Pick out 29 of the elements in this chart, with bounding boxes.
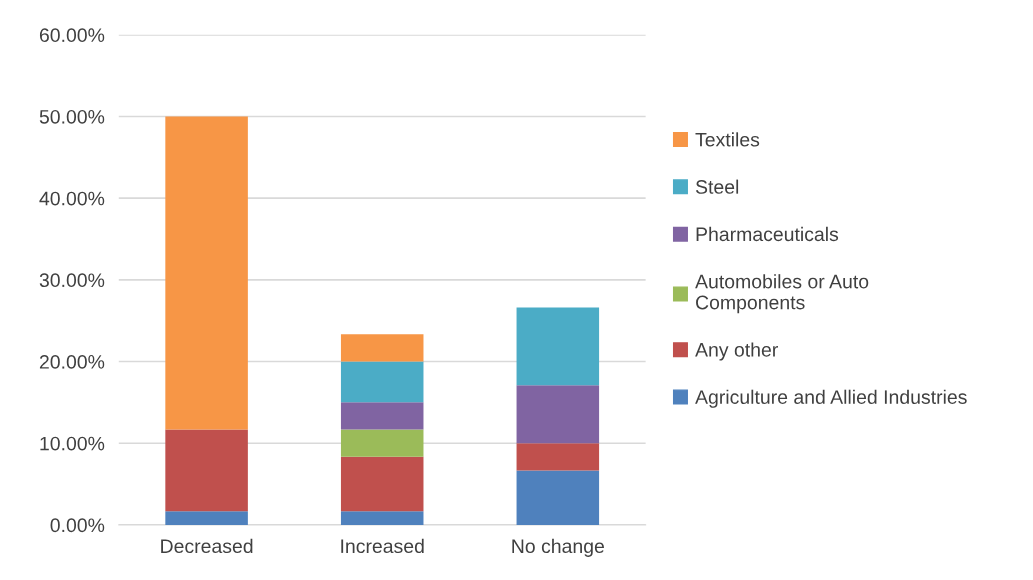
x-tick-label: Increased bbox=[341, 538, 424, 554]
y-tick-label: 10.00% bbox=[40, 436, 105, 451]
bar bbox=[165, 511, 248, 525]
legend-label: Textiles bbox=[695, 132, 760, 147]
bar bbox=[516, 307, 600, 386]
legend-label: Automobiles or Auto Components bbox=[695, 274, 869, 314]
y-tick-label: 60.00% bbox=[39, 28, 105, 43]
x-tick-label: Decreased bbox=[161, 538, 253, 554]
bar bbox=[516, 443, 600, 471]
y-tick-label: 40.00% bbox=[39, 191, 105, 206]
bar bbox=[340, 511, 424, 525]
legend-label: Any other bbox=[695, 342, 778, 361]
bar bbox=[165, 116, 248, 430]
bar bbox=[340, 334, 424, 362]
legend-label: Agriculture and Allied Industries bbox=[695, 389, 967, 408]
bar bbox=[516, 470, 600, 525]
y-tick-label: 30.00% bbox=[39, 273, 105, 288]
bar bbox=[165, 429, 248, 512]
bar bbox=[340, 361, 424, 403]
bar bbox=[340, 456, 424, 512]
legend-label: Pharmaceuticals bbox=[696, 226, 839, 242]
bar bbox=[340, 402, 424, 430]
bar bbox=[516, 385, 600, 444]
x-tick-label: No change bbox=[512, 538, 604, 557]
bar bbox=[340, 429, 424, 457]
y-tick-label: 0.00% bbox=[50, 518, 105, 533]
legend-label: Steel bbox=[695, 179, 739, 194]
y-tick-label: 20.00% bbox=[39, 355, 105, 369]
y-tick-label: 50.00% bbox=[39, 109, 105, 124]
